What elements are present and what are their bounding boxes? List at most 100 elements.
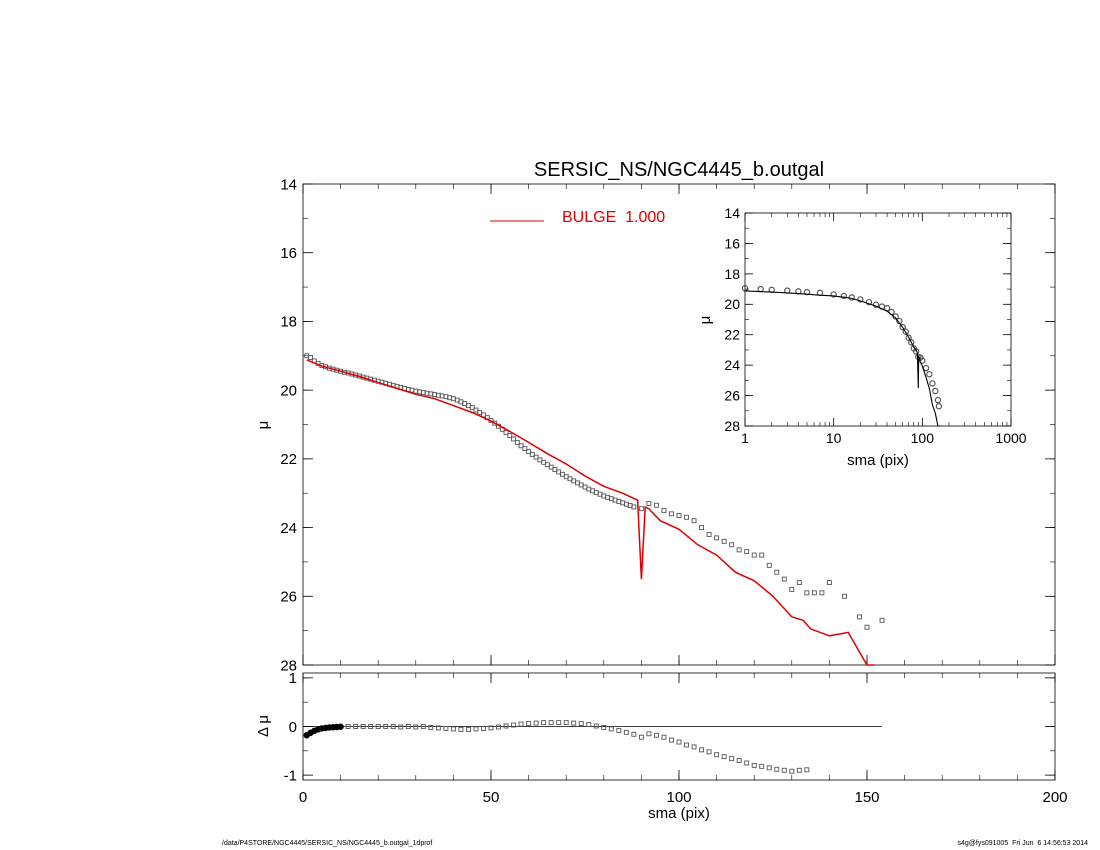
residual-point bbox=[496, 724, 501, 730]
data-point bbox=[766, 562, 772, 568]
residual-point bbox=[774, 766, 780, 772]
data-point bbox=[661, 507, 667, 513]
data-point bbox=[699, 525, 705, 531]
data-point bbox=[819, 590, 825, 596]
residual-point bbox=[556, 720, 562, 726]
residual-x-axis-label: sma (pix) bbox=[648, 805, 710, 822]
y-tick-label: 0 bbox=[289, 719, 297, 736]
residual-point bbox=[450, 726, 456, 732]
data-point bbox=[744, 549, 750, 555]
data-point bbox=[533, 454, 539, 460]
y-tick-label: 20 bbox=[280, 382, 297, 399]
residual-y-axis-label: Δ μ bbox=[255, 715, 272, 737]
data-point bbox=[934, 396, 942, 404]
residual-point bbox=[368, 724, 374, 729]
residual-point bbox=[616, 727, 622, 733]
residual-point bbox=[488, 725, 494, 731]
data-point bbox=[826, 580, 832, 585]
residual-point bbox=[503, 723, 509, 729]
data-point bbox=[503, 429, 509, 435]
residual-point bbox=[646, 731, 652, 737]
main-y-axis-label: μ bbox=[255, 421, 272, 430]
data-point bbox=[526, 449, 532, 455]
residual-point bbox=[435, 725, 441, 731]
residual-point bbox=[458, 726, 464, 732]
residual-point bbox=[744, 760, 750, 766]
y-tick-label: 16 bbox=[724, 235, 740, 251]
data-point bbox=[729, 542, 735, 548]
data-point bbox=[511, 436, 517, 442]
inset-model-line bbox=[744, 290, 941, 427]
residual-point bbox=[481, 725, 486, 731]
inset-log-panel: 1 10 100 1000 14 16 18 20 22 24 26 28 sma (pix) μ bbox=[697, 205, 1027, 469]
residual-point bbox=[548, 720, 554, 726]
data-point bbox=[811, 590, 817, 596]
residual-point bbox=[578, 721, 584, 727]
residual-point bbox=[796, 767, 802, 773]
data-point bbox=[899, 323, 906, 331]
data-point bbox=[926, 371, 933, 378]
data-point bbox=[905, 334, 912, 341]
data-point bbox=[841, 593, 847, 599]
residual-point bbox=[789, 768, 795, 774]
residual-point bbox=[691, 744, 697, 750]
residual-point bbox=[390, 724, 396, 729]
main-x-ticks bbox=[302, 184, 1056, 665]
inset-y-ticks: 14 16 18 20 22 24 26 28 bbox=[724, 205, 1011, 434]
main-data-points bbox=[304, 353, 885, 630]
data-point bbox=[676, 513, 682, 518]
model-line bbox=[744, 290, 941, 427]
data-point bbox=[507, 433, 513, 438]
residual-point bbox=[563, 720, 569, 726]
residual-point bbox=[804, 767, 810, 773]
residual-point bbox=[443, 725, 449, 731]
residual-point bbox=[398, 724, 404, 730]
data-point bbox=[857, 296, 864, 303]
y-tick-label: 18 bbox=[724, 266, 740, 282]
y-tick-label: 28 bbox=[280, 657, 297, 674]
data-point bbox=[912, 348, 920, 355]
y-tick-label: 28 bbox=[724, 418, 740, 434]
y-tick-label: 16 bbox=[280, 245, 297, 262]
y-tick-label: 24 bbox=[724, 357, 740, 373]
data-point bbox=[706, 531, 712, 537]
residual-point bbox=[360, 724, 366, 729]
data-point bbox=[514, 439, 520, 445]
inset-x-ticks: 1 10 100 1000 bbox=[741, 213, 1027, 446]
data-point bbox=[691, 518, 697, 524]
residual-point bbox=[661, 734, 667, 740]
footer-file-path: /data/P4STORE/NGC4445/SERSIC_NS/NGC4445_… bbox=[222, 840, 433, 847]
data-point bbox=[830, 291, 837, 298]
data-point bbox=[736, 547, 742, 553]
residual-point bbox=[541, 720, 547, 726]
chart-title: SERSIC_NS/NGC4445_b.outgal bbox=[534, 159, 824, 181]
residual-point bbox=[684, 742, 689, 748]
residual-data-points bbox=[303, 720, 810, 774]
residual-point bbox=[669, 737, 674, 743]
residual-point bbox=[729, 756, 735, 762]
x-tick-label: 1000 bbox=[995, 430, 1026, 446]
data-point bbox=[751, 552, 757, 558]
model-line bbox=[306, 359, 875, 666]
residual-point bbox=[714, 752, 720, 758]
residual-point bbox=[638, 734, 644, 740]
x-tick-label: 150 bbox=[854, 789, 879, 806]
residual-point bbox=[428, 725, 434, 730]
residual-point bbox=[721, 754, 727, 760]
y-tick-label: -1 bbox=[284, 767, 297, 784]
data-point bbox=[308, 355, 313, 360]
data-point bbox=[879, 617, 885, 623]
residual-point bbox=[571, 720, 577, 726]
residual-point bbox=[601, 725, 607, 730]
residual-point bbox=[593, 723, 599, 729]
residual-point bbox=[353, 724, 359, 729]
data-point bbox=[646, 501, 652, 506]
data-point bbox=[935, 403, 943, 410]
residual-point bbox=[781, 767, 787, 773]
x-tick-label: 10 bbox=[826, 430, 842, 446]
data-point bbox=[865, 298, 873, 306]
data-point bbox=[518, 443, 524, 449]
data-point bbox=[857, 614, 862, 620]
data-point bbox=[804, 590, 810, 596]
